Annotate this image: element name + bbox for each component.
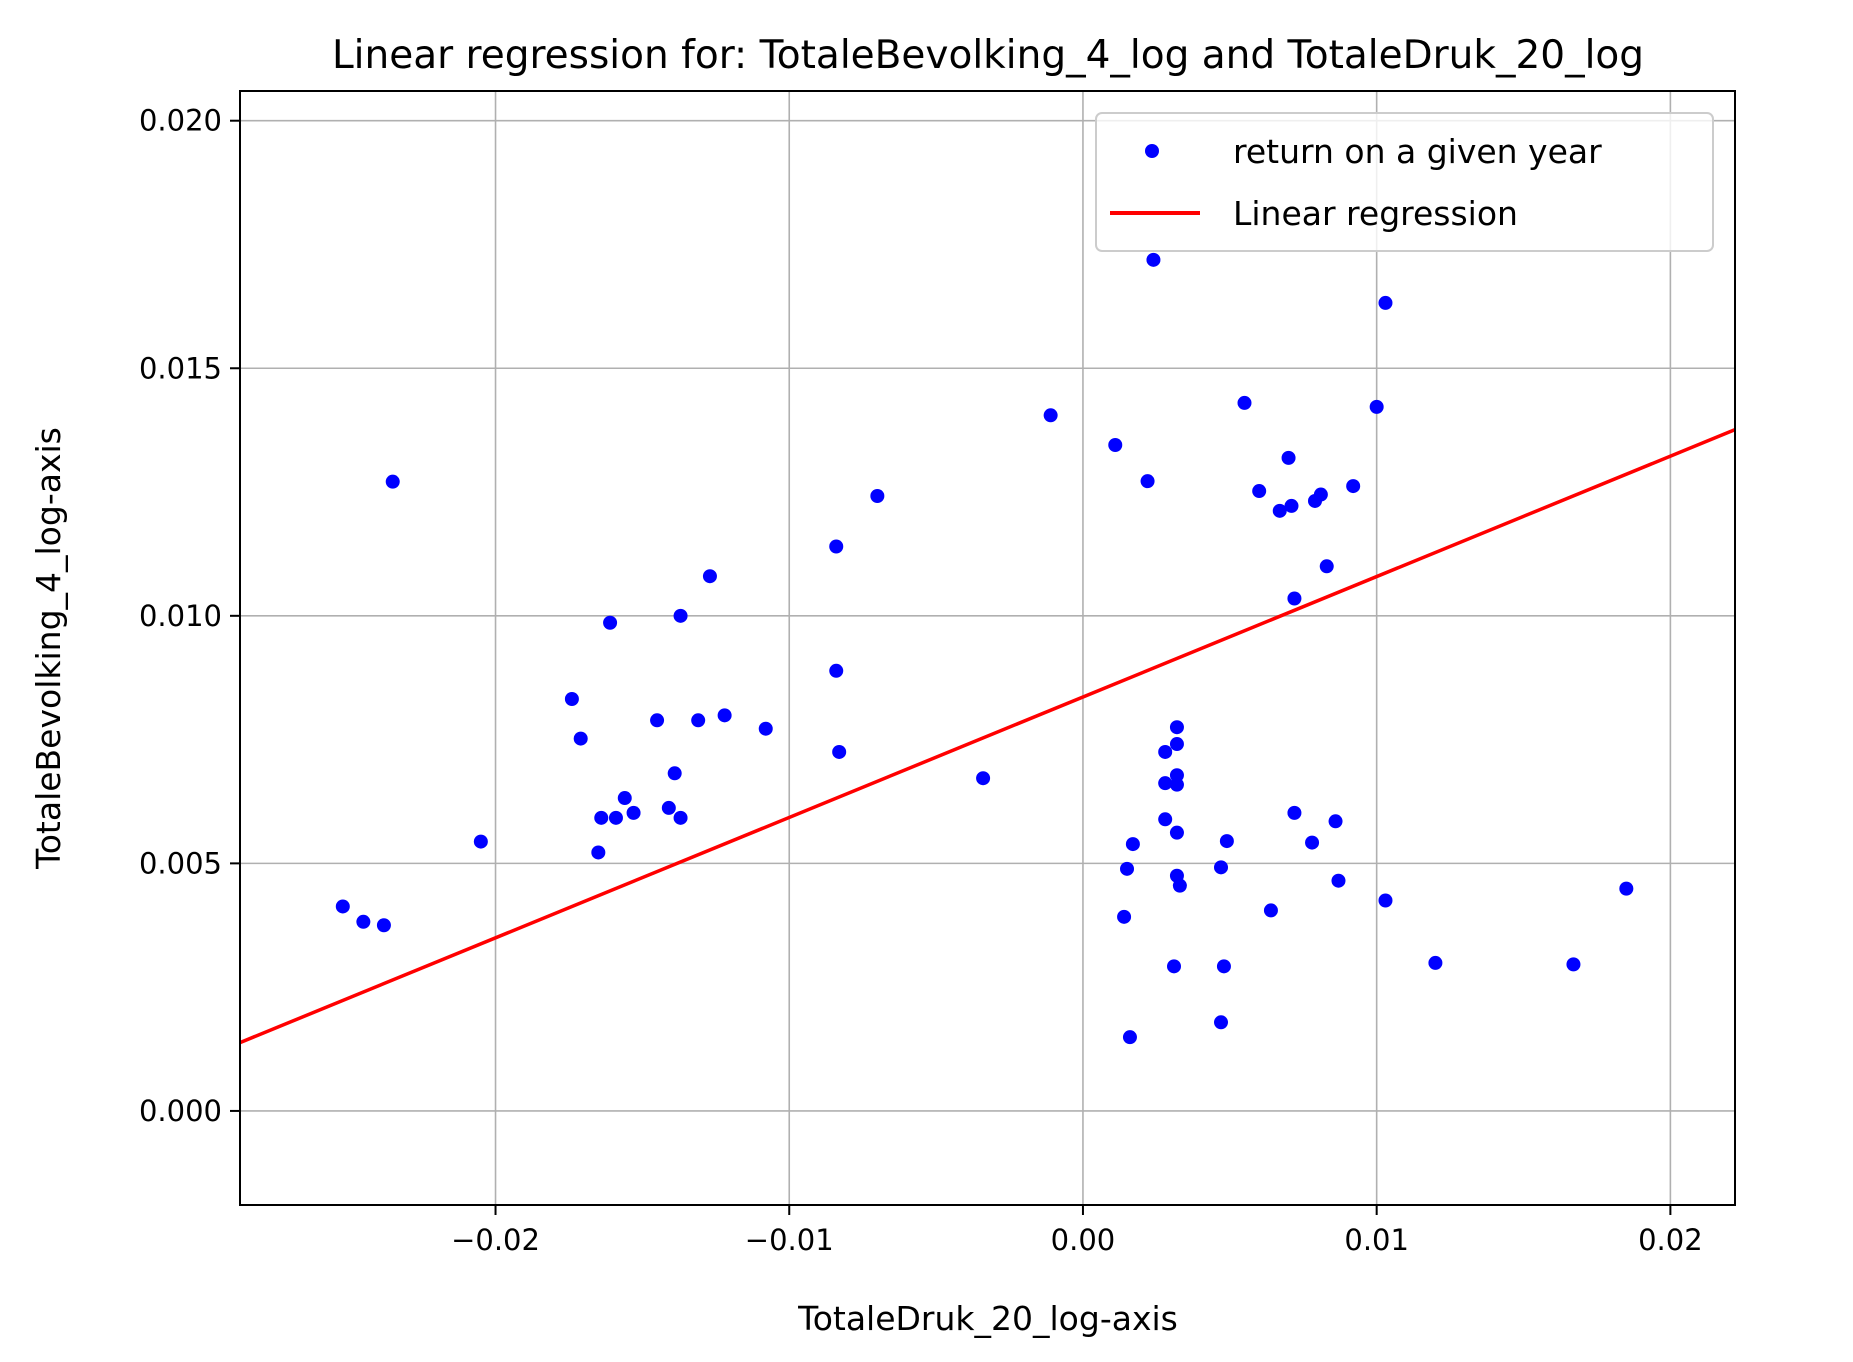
scatter-point — [661, 800, 676, 815]
scatter-point — [1172, 878, 1187, 893]
y-tick-label: 0.005 — [139, 846, 222, 880]
x-axis-ticks: −0.02 −0.01 0.00 0.01 0.02 — [451, 1205, 1703, 1257]
x-axis-label: TotaleDruk_20_log-axis — [797, 1299, 1178, 1338]
scatter-point — [564, 691, 579, 706]
scatter-point — [1214, 860, 1229, 875]
scatter-point — [376, 918, 391, 933]
scatter-point — [829, 539, 844, 554]
scatter-point — [594, 810, 609, 825]
scatter-point — [608, 810, 623, 825]
x-tick-label: −0.02 — [451, 1223, 540, 1257]
scatter-point — [758, 721, 773, 736]
scatter-point — [1313, 487, 1328, 502]
scatter-point — [356, 914, 371, 929]
scatter-point — [1169, 825, 1184, 840]
scatter-point — [1369, 399, 1384, 414]
scatter-point — [1272, 503, 1287, 518]
scatter-point — [870, 489, 885, 504]
scatter-point — [1252, 484, 1267, 499]
scatter-point — [1169, 720, 1184, 735]
scatter-point — [385, 474, 400, 489]
legend-marker-scatter — [1145, 144, 1159, 158]
x-tick-label: 0.01 — [1344, 1223, 1409, 1257]
scatter-point — [617, 791, 632, 806]
scatter-point — [1214, 1015, 1229, 1030]
scatter-point — [673, 608, 688, 623]
scatter-point — [1619, 881, 1634, 896]
scatter-point — [1219, 834, 1234, 849]
scatter-point — [1305, 835, 1320, 850]
y-tick-label: 0.015 — [139, 351, 222, 385]
scatter-point — [1331, 873, 1346, 888]
scatter-point — [1287, 591, 1302, 606]
scatter-point — [702, 569, 717, 584]
scatter-point — [1167, 959, 1182, 974]
scatter-point — [1378, 295, 1393, 310]
y-tick-label: 0.020 — [139, 104, 222, 138]
plot-frame — [239, 90, 1736, 1206]
scatter-point — [976, 771, 991, 786]
x-tick-label: 0.00 — [1051, 1223, 1116, 1257]
legend-box — [1095, 112, 1714, 252]
scatter-point — [1117, 909, 1132, 924]
scatter-point — [1122, 1030, 1137, 1045]
legend-label-scatter: return on a given year — [1233, 132, 1602, 171]
scatter-point — [1263, 903, 1278, 918]
scatter-point — [591, 845, 606, 860]
scatter-point — [829, 663, 844, 678]
scatter-point — [1428, 955, 1443, 970]
y-axis-label: TotaleBevolking_4_log-axis — [29, 427, 68, 870]
scatter-point — [1169, 737, 1184, 752]
scatter-point — [1146, 252, 1161, 267]
scatter-point — [1169, 777, 1184, 792]
legend-label-line: Linear regression — [1233, 194, 1518, 233]
scatter-point — [1125, 837, 1140, 852]
regression-layer — [239, 428, 1736, 1045]
scatter-point — [473, 834, 488, 849]
y-tick-label: 0.000 — [139, 1094, 222, 1128]
scatter-point — [667, 766, 682, 781]
legend: return on a given year Linear regression — [1095, 112, 1714, 252]
scatter-point — [1328, 814, 1343, 829]
scatter-point — [335, 899, 350, 914]
scatter-point — [1158, 812, 1173, 827]
x-tick-label: −0.01 — [745, 1223, 834, 1257]
scatter-point — [1566, 957, 1581, 972]
scatter-point — [1284, 498, 1299, 513]
scatter-point — [1120, 861, 1135, 876]
scatter-point — [1287, 805, 1302, 820]
scatter-point — [1158, 744, 1173, 759]
scatter-point — [626, 805, 641, 820]
x-tick-label: 0.02 — [1638, 1223, 1703, 1257]
scatter-point — [1043, 408, 1058, 423]
y-axis-ticks: 0.000 0.005 0.010 0.015 0.020 — [139, 104, 240, 1128]
scatter-point — [1319, 559, 1334, 574]
scatter-point — [1108, 438, 1123, 453]
scatter-point — [673, 810, 688, 825]
scatter-point — [573, 731, 588, 746]
scatter-point — [603, 615, 618, 630]
scatter-point — [1281, 450, 1296, 465]
scatter-point — [1140, 474, 1155, 489]
scatter-point — [717, 708, 732, 723]
scatter-point — [650, 713, 665, 728]
scatter-point — [691, 713, 706, 728]
chart-title: Linear regression for: TotaleBevolking_4… — [332, 33, 1644, 78]
scatter-points — [335, 252, 1634, 1045]
scatter-point — [1346, 479, 1361, 494]
scatter-point — [1378, 893, 1393, 908]
scatter-point — [832, 744, 847, 759]
scatter-point — [1158, 776, 1173, 791]
scatter-point — [1216, 959, 1231, 974]
scatter-point — [1237, 395, 1252, 410]
regression-line — [239, 428, 1736, 1045]
y-tick-label: 0.010 — [139, 599, 222, 633]
